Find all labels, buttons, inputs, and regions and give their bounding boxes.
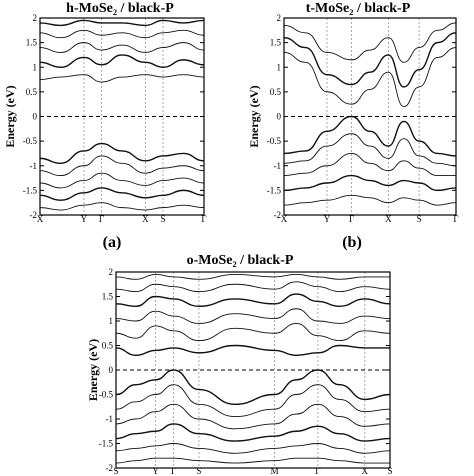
band-line — [116, 369, 390, 406]
y-tick-label: -1 — [30, 161, 38, 171]
band-group — [116, 273, 390, 464]
band-line — [40, 42, 204, 53]
y-tick-label: -0.5 — [23, 136, 38, 146]
k-point-label: S — [387, 466, 392, 476]
k-point-label: X — [385, 214, 392, 224]
chart-title: h-MoSe₂ / black-P — [66, 1, 174, 16]
y-tick-label: 1 — [277, 62, 282, 72]
band-line — [40, 19, 204, 27]
y-tick-label: -1 — [106, 414, 114, 424]
k-point-label: Y — [324, 214, 331, 224]
y-tick-label: 0.5 — [270, 87, 282, 97]
plot-frame — [283, 17, 457, 216]
y-tick-label: -2 — [106, 463, 114, 473]
k-point-label: S — [196, 466, 201, 476]
y-tick-label: 2 — [109, 267, 114, 277]
y-tick-label: 0 — [33, 112, 38, 122]
k-point-label: S — [113, 466, 118, 476]
band-line — [284, 133, 456, 167]
k-point-label: Γ — [171, 466, 176, 476]
band-line — [284, 115, 456, 157]
chart-title: o-MoSe₂ / black-P — [187, 253, 294, 268]
y-tick-label: -2 — [274, 210, 282, 220]
band-group — [40, 19, 204, 211]
k-point-label: Γ — [453, 214, 458, 224]
band-group — [284, 22, 456, 206]
band-line — [116, 423, 390, 442]
y-tick-label: -1 — [274, 161, 282, 171]
band-line — [116, 322, 390, 342]
band-line — [40, 29, 204, 39]
band-line — [40, 202, 204, 211]
y-tick-label: -1.5 — [99, 439, 114, 449]
plot-frame — [39, 17, 205, 216]
band-line — [116, 403, 390, 430]
chart-panel-1: t-MoSe₂ / black-P Energy (eV) 2 1.5 1 0.5 0 -0.… — [247, 1, 459, 224]
y-axis-label: Energy (eV) — [86, 339, 100, 401]
y-tick-label: 0.5 — [102, 341, 114, 351]
chart-panel-2: o-MoSe₂ / black-P Energy (eV) 2 1.5 1 0.5 0 -0.… — [86, 253, 393, 476]
chart-panel-0: h-MoSe₂ / black-P Energy (eV) 2 1.5 1 0.5 0 -0.… — [3, 1, 207, 224]
y-tick-label: 0 — [109, 365, 114, 375]
k-point-label: Y — [152, 466, 159, 476]
band-line — [116, 308, 390, 324]
band-line — [284, 152, 456, 177]
k-point-label: X — [281, 214, 288, 224]
y-axis-label: Energy (eV) — [247, 85, 261, 147]
k-point-label: X — [142, 214, 149, 224]
y-tick-label: 1.5 — [102, 292, 114, 302]
y-tick-label: 0.5 — [26, 87, 38, 97]
y-tick-label: 1 — [109, 316, 114, 326]
y-tick-label: 2 — [33, 13, 38, 23]
band-line — [284, 32, 456, 88]
band-line — [40, 54, 204, 68]
k-point-label: Y — [81, 214, 88, 224]
k-point-label: Γ — [315, 466, 320, 476]
y-tick-label: -0.5 — [267, 136, 282, 146]
band-line — [40, 155, 204, 177]
k-point-label: S — [417, 214, 422, 224]
plot-frame — [115, 271, 391, 469]
chart-title: t-MoSe₂ / black-P — [306, 1, 411, 16]
y-tick-label: 0 — [277, 112, 282, 122]
band-line — [40, 74, 204, 83]
band-line — [116, 293, 390, 308]
k-point-label: Γ — [349, 214, 354, 224]
k-point-label: Γ — [201, 214, 206, 224]
y-tick-label: -0.5 — [99, 390, 114, 400]
panel-label-b: (b) — [342, 234, 362, 251]
k-point-label: S — [160, 214, 165, 224]
band-line — [40, 172, 204, 189]
y-tick-label: -1.5 — [23, 185, 38, 195]
k-point-label: M — [271, 466, 279, 476]
band-line — [116, 281, 390, 293]
y-tick-label: -1.5 — [267, 185, 282, 195]
band-line — [116, 443, 390, 454]
panel-label-a: (a) — [103, 234, 122, 251]
k-point-label: Γ — [99, 214, 104, 224]
band-line — [116, 457, 390, 464]
y-tick-label: 1.5 — [26, 38, 38, 48]
band-line — [284, 174, 456, 192]
y-tick-label: 2 — [277, 13, 282, 23]
y-tick-label: 1.5 — [270, 38, 282, 48]
band-line — [40, 142, 204, 164]
band-line — [40, 187, 204, 201]
band-line — [116, 273, 390, 280]
k-point-label: X — [37, 214, 44, 224]
band-line — [116, 344, 390, 357]
k-point-label: X — [362, 466, 369, 476]
band-line — [116, 384, 390, 418]
band-line — [284, 47, 456, 108]
band-line — [284, 22, 456, 63]
y-tick-label: 1 — [33, 62, 38, 72]
y-tick-label: -2 — [30, 210, 38, 220]
band-line — [284, 194, 456, 206]
y-axis-label: Energy (eV) — [3, 85, 17, 147]
